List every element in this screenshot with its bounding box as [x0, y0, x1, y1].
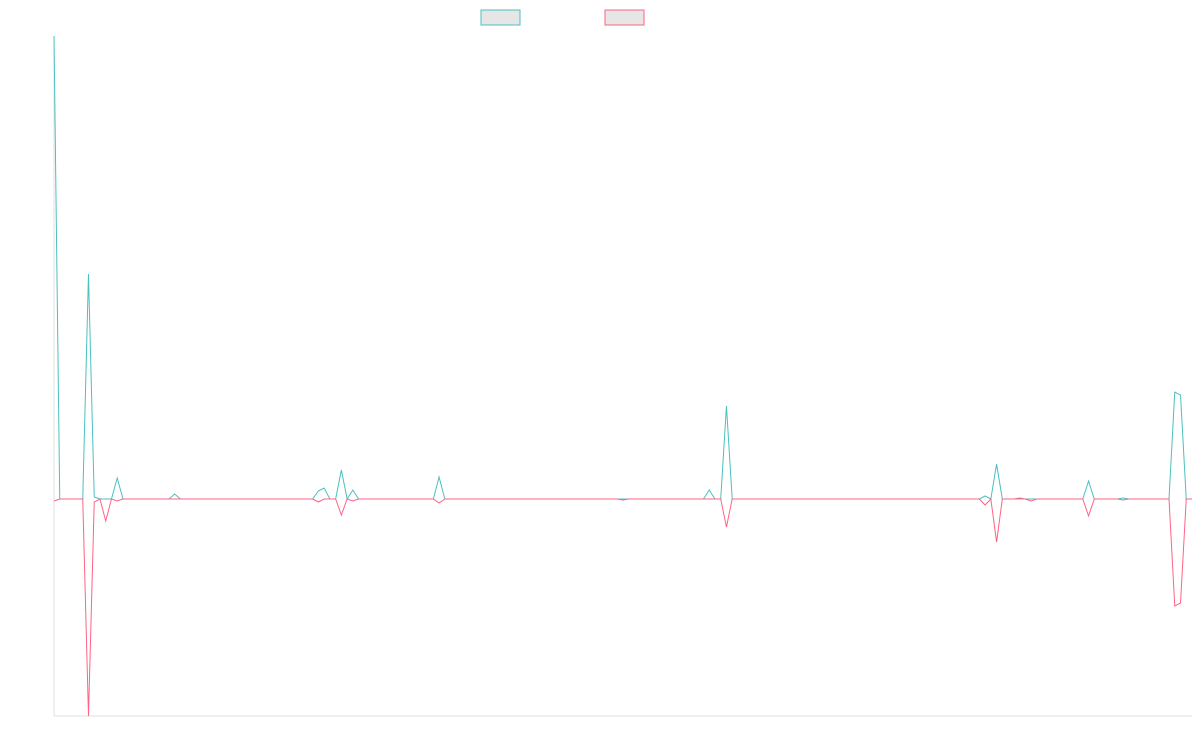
data-line	[53, 35, 1192, 501]
legend-swatch	[604, 9, 645, 26]
data-line	[53, 497, 1192, 717]
legend-swatch	[480, 9, 521, 26]
